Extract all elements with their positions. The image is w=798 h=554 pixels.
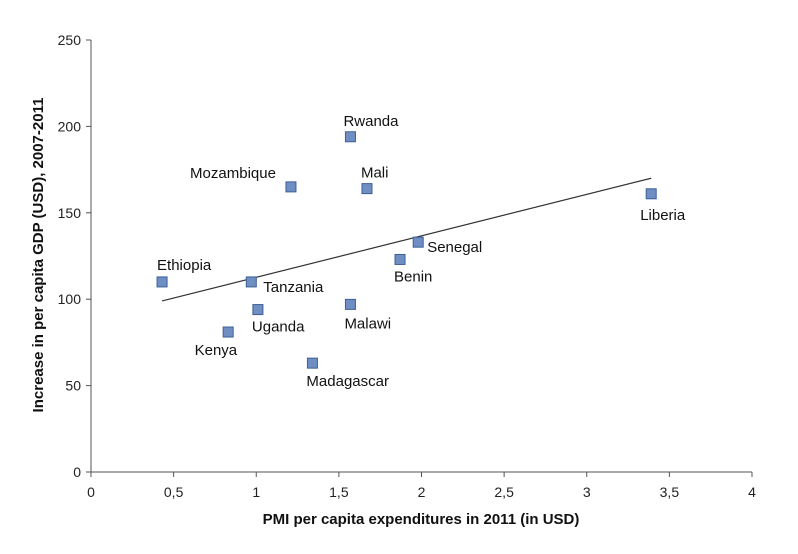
y-tick-label: 50	[65, 378, 81, 394]
x-tick-label: 3	[583, 484, 591, 500]
point-rwanda	[344, 131, 356, 143]
x-axis-title: PMI per capita expenditures in 2011 (in …	[263, 511, 580, 528]
x-tick-label: 3,5	[660, 484, 680, 500]
point-label-liberia: Liberia	[640, 207, 686, 224]
x-tick-label: 2	[418, 484, 426, 500]
points-layer: Ethiopia Kenya Tanzania Uganda Mozambique Mad…	[156, 113, 686, 390]
point-ethiopia	[156, 276, 168, 288]
point-label-uganda: Uganda	[252, 319, 305, 336]
y-tick-label: 100	[58, 291, 82, 307]
point-mozambique	[285, 181, 297, 193]
x-tick-label: 1,5	[329, 484, 349, 500]
point-madagascar	[306, 357, 318, 369]
x-tick-label: 4	[748, 484, 756, 500]
trendline-layer	[161, 177, 652, 302]
point-uganda	[252, 304, 264, 316]
point-label-mali: Mali	[361, 165, 389, 182]
point-label-kenya: Kenya	[195, 342, 238, 359]
point-label-madagascar: Madagascar	[306, 373, 389, 390]
y-tick-label: 0	[73, 464, 81, 480]
y-axis-title: Increase in per capita GDP (USD), 2007-2…	[30, 98, 47, 413]
trendline	[161, 177, 652, 302]
point-kenya	[222, 326, 234, 338]
y-tick-label: 200	[58, 118, 82, 134]
x-tick-label: 0,5	[164, 484, 184, 500]
x-tick-label: 1	[252, 484, 260, 500]
point-benin	[394, 253, 406, 265]
point-liberia	[645, 188, 657, 200]
point-label-ethiopia: Ethiopia	[157, 257, 212, 274]
point-label-rwanda: Rwanda	[343, 113, 399, 130]
point-label-mozambique: Mozambique	[190, 165, 276, 182]
point-senegal	[412, 236, 424, 248]
axes: 0 50 100 150 200 250 0 0,5 1 1,5 2 2,5 3 3,5 4	[58, 32, 756, 500]
point-label-tanzania: Tanzania	[263, 279, 324, 296]
x-tick-label: 0	[87, 484, 95, 500]
y-tick-label: 150	[58, 205, 82, 221]
point-malawi	[344, 298, 356, 310]
x-tick-label: 2,5	[494, 484, 514, 500]
y-tick-label: 250	[58, 32, 82, 48]
point-mali	[361, 183, 373, 195]
point-tanzania	[245, 276, 257, 288]
point-label-malawi: Malawi	[344, 315, 391, 332]
point-label-benin: Benin	[394, 268, 432, 285]
point-label-senegal: Senegal	[427, 239, 482, 256]
